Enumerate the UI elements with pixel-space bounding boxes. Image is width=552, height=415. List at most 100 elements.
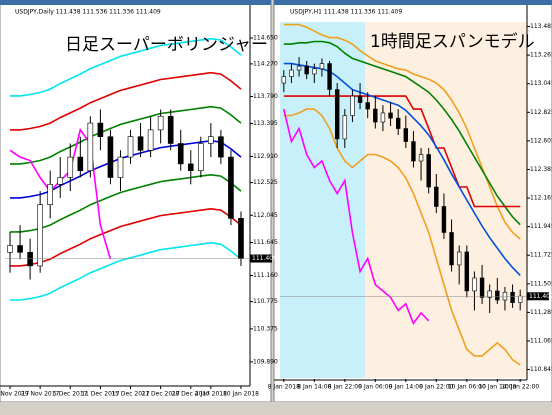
- candle-body: [418, 154, 424, 162]
- window-caption: [274, 0, 552, 5]
- candle-body: [350, 95, 355, 116]
- past-zone: [280, 22, 365, 378]
- last-price-label: 111.409: [529, 293, 552, 300]
- candle-body: [97, 122, 104, 137]
- y-tick-label: 113.790: [253, 93, 278, 100]
- last-price-tag: [527, 292, 549, 301]
- y-tick-label: 113.265: [530, 52, 552, 59]
- y-tick-label: 111.160: [253, 272, 278, 279]
- candle-body: [449, 232, 454, 266]
- y-tick-label: 112.525: [253, 179, 278, 186]
- indicator-line: [10, 105, 242, 165]
- x-tick-label: 29 Nov 2017: [21, 391, 60, 398]
- candle-body: [157, 115, 164, 131]
- y-tick-label: 110.775: [253, 298, 278, 305]
- indicator-line: [283, 95, 521, 208]
- candle-body: [77, 156, 84, 171]
- y-tick-label: 111.725: [530, 252, 552, 259]
- y-tick-label: 112.045: [253, 212, 278, 219]
- candle-body: [456, 251, 462, 266]
- candle-body: [228, 156, 234, 219]
- chart-title: 1時間足スパンモデル: [370, 31, 535, 52]
- x-tick-label: 10 Jan 22:00: [501, 384, 539, 391]
- candle-body: [411, 141, 416, 162]
- candle-body: [198, 143, 204, 171]
- indicator-line: [283, 108, 430, 326]
- y-tick-label: 112.385: [530, 166, 552, 173]
- y-tick-label: 113.045: [530, 80, 552, 87]
- y-tick-label: 110.375: [253, 325, 278, 332]
- y-tick-label: 111.645: [253, 239, 278, 246]
- candle-body: [441, 206, 447, 233]
- candle-body: [7, 245, 13, 253]
- candle-body: [487, 290, 492, 298]
- candle-body: [479, 277, 485, 298]
- y-tick-label: 113.485: [530, 23, 552, 30]
- candle-body: [37, 204, 43, 267]
- candle-body: [464, 251, 470, 292]
- indicator-line: [10, 173, 242, 233]
- y-tick-label: 112.825: [530, 109, 552, 116]
- x-tick-label: 11 Dec 2017: [81, 391, 120, 398]
- candle-body: [434, 186, 439, 207]
- candle-body: [218, 136, 224, 158]
- candle-body: [426, 154, 431, 188]
- indicator-line: [283, 23, 521, 240]
- y-tick-label: 111.505: [530, 280, 552, 287]
- window-title: USDJPY,Daily 111.438 111.536 111.336 111…: [15, 9, 161, 16]
- y-tick-label: 113.395: [253, 120, 278, 127]
- indicator-line: [283, 40, 521, 226]
- y-tick-label: 114.650: [253, 35, 278, 42]
- candle-body: [47, 184, 53, 206]
- x-tick-label: 28 Dec 2017: [172, 391, 211, 398]
- y-tick-label: 109.890: [253, 358, 278, 365]
- y-tick-label: 112.605: [530, 137, 552, 144]
- x-tick-label: 8 Jan 22:00: [328, 384, 362, 391]
- candle-body: [289, 69, 294, 77]
- candle-body: [319, 63, 325, 70]
- x-tick-label: 10 Jan 2018: [223, 391, 259, 398]
- candle-body: [357, 95, 363, 103]
- indicator-line: [10, 37, 242, 97]
- y-tick-label: 111.945: [530, 223, 552, 230]
- daily-window: [0, 0, 272, 403]
- x-tick-label: 8 Jan 14:00: [297, 384, 331, 391]
- y-tick-label: 114.270: [253, 60, 278, 67]
- y-tick-label: 112.165: [530, 195, 552, 202]
- candle-body: [342, 115, 348, 140]
- candle-body: [373, 108, 378, 123]
- x-tick-label: 8 Jan 2018: [268, 384, 300, 391]
- candle-body: [147, 129, 154, 151]
- indicator-line: [10, 207, 242, 267]
- tab-bar: [0, 402, 552, 415]
- candle-body: [472, 277, 477, 292]
- candle-body: [187, 163, 194, 171]
- candle-body: [238, 218, 244, 259]
- candle-body: [380, 112, 386, 123]
- span-zone: [365, 22, 527, 378]
- candle-body: [510, 291, 515, 303]
- candle-body: [87, 122, 94, 171]
- candle-body: [127, 136, 134, 158]
- candle-body: [296, 65, 302, 71]
- candle-body: [67, 156, 74, 178]
- candle-body: [117, 156, 124, 178]
- y-tick-label: 111.065: [530, 337, 552, 344]
- candle-body: [388, 112, 393, 119]
- x-tick-label: 9 Jan 14:00: [389, 384, 423, 391]
- candle-body: [327, 63, 332, 90]
- candle-body: [312, 68, 317, 75]
- x-tick-label: 9 Jan 06:00: [358, 384, 392, 391]
- x-tick-label: 4 Jan 2018: [195, 391, 227, 398]
- x-tick-label: 15 Dec 2017: [111, 391, 150, 398]
- y-tick-label: 110.845: [530, 366, 552, 373]
- x-tick-label: 21 Dec 2017: [141, 391, 180, 398]
- chart-title: 日足スーパーボリンジャー: [65, 35, 268, 55]
- x-tick-label: 20 Nov 2017: [0, 391, 29, 398]
- indicator-line: [283, 108, 521, 366]
- y-tick-label: 111.285: [530, 309, 552, 316]
- candle-body: [495, 290, 500, 301]
- indicator-line: [10, 241, 242, 301]
